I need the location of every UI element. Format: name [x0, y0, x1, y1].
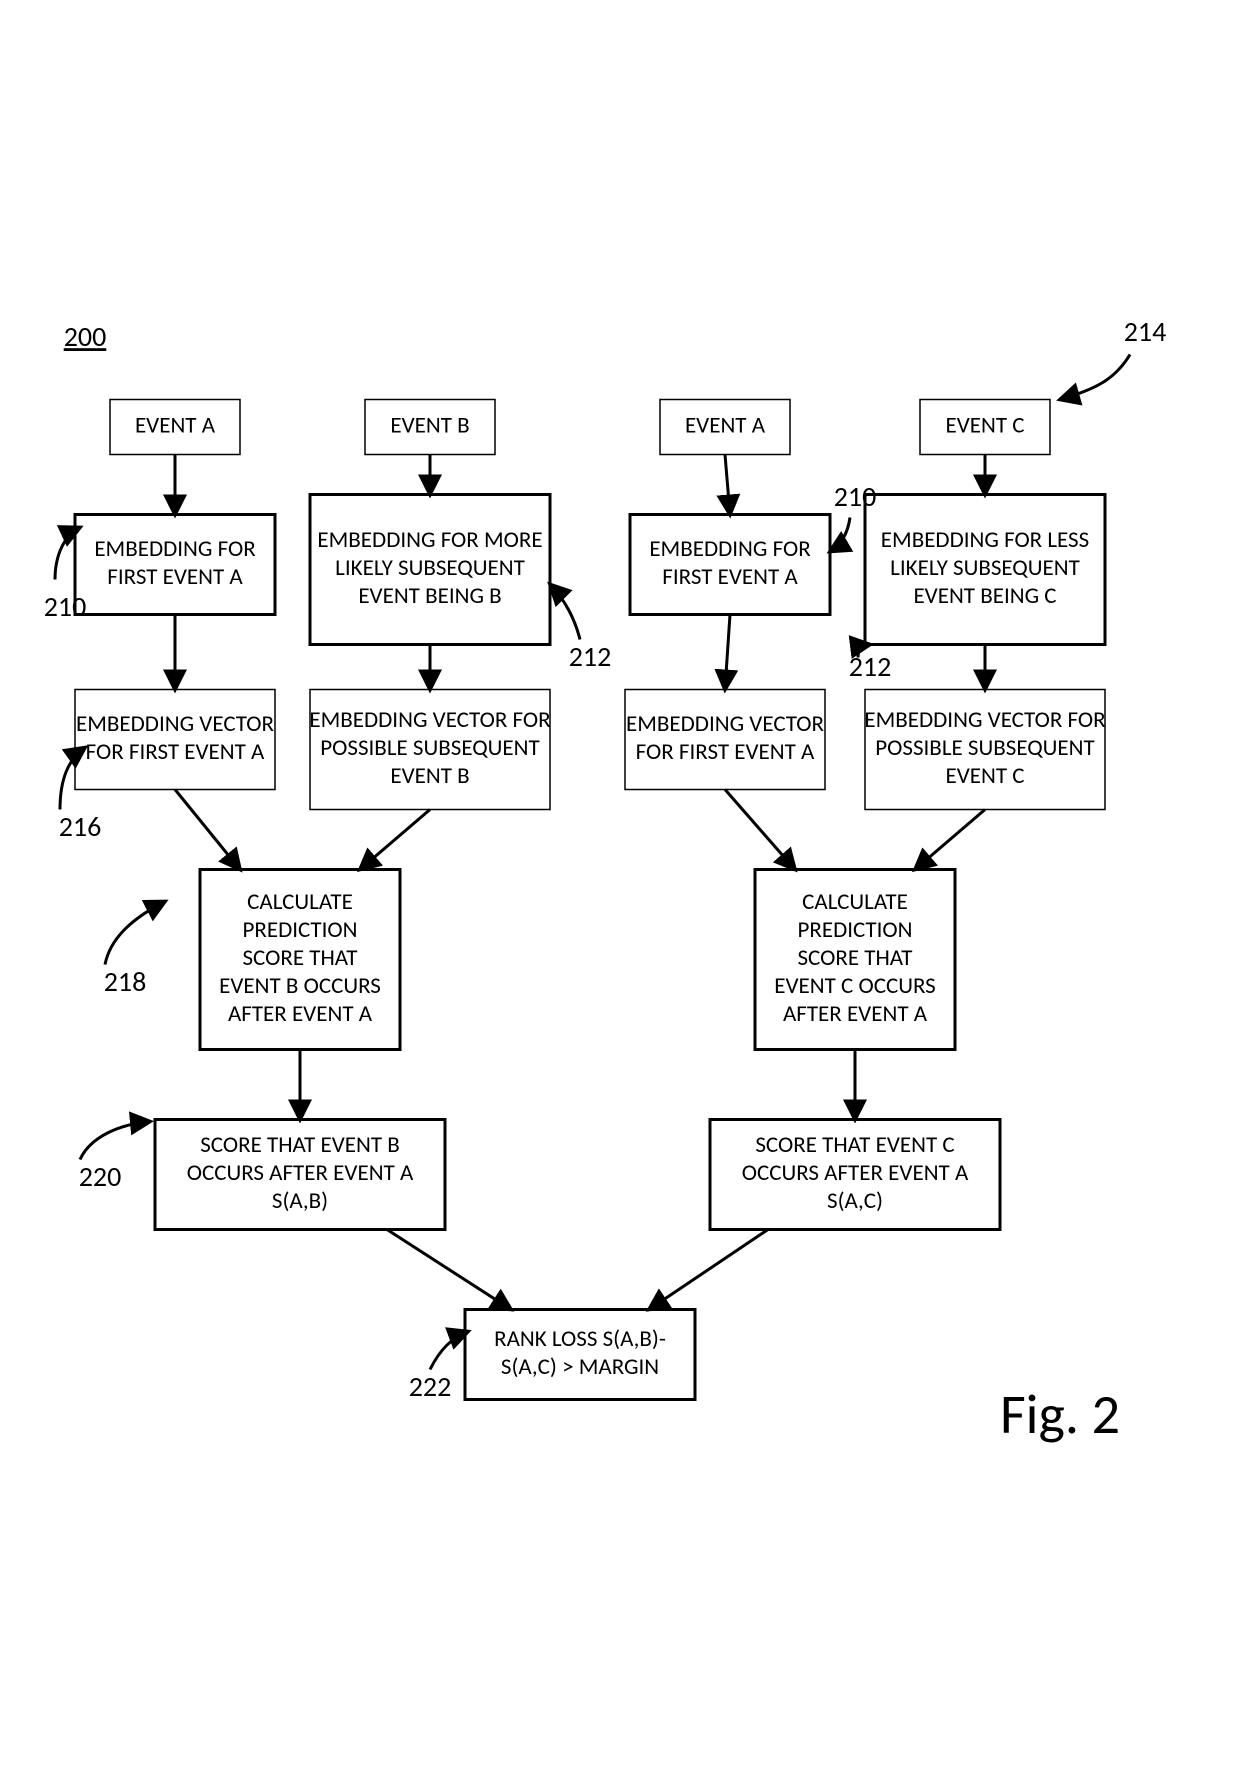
arrow-vecB-calcB: [360, 810, 430, 870]
node-vecA2-label: EMBEDDING VECTOR: [626, 710, 824, 738]
node-embA1-label: FIRST EVENT A: [107, 563, 243, 591]
node-embC-label: EVENT BEING C: [913, 582, 1056, 610]
node-vecB-label: POSSIBLE SUBSEQUENT: [320, 734, 539, 762]
node-calcC-label: PREDICTION: [798, 916, 913, 944]
callout-r220: [80, 1122, 150, 1160]
refnum-r222: 222: [409, 1369, 452, 1404]
node-calcB-label: PREDICTION: [243, 916, 358, 944]
node-scoreC-label: SCORE THAT EVENT C: [755, 1131, 954, 1159]
callout-r210b: [830, 518, 850, 552]
arrow-eventA2-embA2: [725, 455, 730, 515]
node-calcC-label: CALCULATE: [802, 888, 908, 916]
node-vecB-label: EVENT B: [390, 762, 469, 790]
node-embC-label: EMBEDDING FOR LESS: [881, 526, 1089, 554]
node-eventC-label: EVENT C: [945, 411, 1024, 439]
node-scoreC-label: OCCURS AFTER EVENT A: [742, 1159, 969, 1187]
node-embB-label: LIKELY SUBSEQUENT: [335, 554, 525, 582]
node-calcB-label: SCORE THAT: [242, 944, 357, 972]
node-calcB-label: AFTER EVENT A: [228, 1000, 373, 1028]
node-calcC-label: AFTER EVENT A: [783, 1000, 928, 1028]
node-vecB-label: EMBEDDING VECTOR FOR: [309, 706, 551, 734]
node-embB-label: EMBEDDING FOR MORE: [317, 526, 542, 554]
refnum-r214: 214: [1124, 314, 1167, 349]
node-calcC-label: SCORE THAT: [797, 944, 912, 972]
arrow-embA2-vecA2: [725, 615, 730, 690]
node-calcB-label: EVENT B OCCURS: [219, 972, 381, 1000]
node-vecA1-label: FOR FIRST EVENT A: [86, 738, 265, 766]
node-calcB-label: CALCULATE: [247, 888, 353, 916]
callout-r222: [430, 1332, 468, 1370]
node-embC-label: LIKELY SUBSEQUENT: [890, 554, 1080, 582]
figure-label: Fig. 2: [1000, 1381, 1120, 1449]
flowchart-diagram: EVENT A EVENT B EVENT A EVENT C EMBEDDING FO…: [0, 0, 1240, 1779]
refnum-r218: 218: [104, 964, 147, 999]
node-scoreC-label: S(A,C): [827, 1187, 883, 1215]
node-embB-label: EVENT BEING B: [358, 582, 501, 610]
node-eventA1-label: EVENT A: [135, 411, 216, 439]
node-rankloss-label: RANK LOSS S(A,B)-: [494, 1325, 666, 1353]
callout-r218: [105, 902, 165, 965]
node-scoreB-label: S(A,B): [272, 1187, 328, 1215]
refnum-r212a: 212: [569, 639, 612, 674]
refnum-r210a: 210: [44, 589, 87, 624]
arrow-scoreC-rankloss: [649, 1230, 768, 1310]
refnum-r220: 220: [79, 1159, 122, 1194]
refnum-r210b: 210: [834, 479, 877, 514]
callout-r212a: [550, 585, 580, 640]
node-embA2-label: FIRST EVENT A: [662, 563, 798, 591]
arrow-scoreB-rankloss: [387, 1230, 511, 1310]
node-scoreB-label: SCORE THAT EVENT B: [200, 1131, 400, 1159]
node-vecA1-label: EMBEDDING VECTOR: [76, 710, 274, 738]
node-eventB-label: EVENT B: [390, 411, 469, 439]
node-eventA2-label: EVENT A: [685, 411, 766, 439]
node-vecC-label: POSSIBLE SUBSEQUENT: [875, 734, 1094, 762]
arrow-vecA2-calcC: [725, 790, 795, 870]
node-embA2-label: EMBEDDING FOR: [649, 535, 811, 563]
refnum-r216: 216: [59, 809, 102, 844]
node-calcC-label: EVENT C OCCURS: [774, 972, 936, 1000]
arrow-vecA1-calcB: [175, 790, 240, 870]
refnum-r212b: 212: [849, 649, 892, 684]
node-vecA2-label: FOR FIRST EVENT A: [636, 738, 815, 766]
node-scoreB-label: OCCURS AFTER EVENT A: [187, 1159, 414, 1187]
arrow-vecC-calcC: [915, 810, 985, 870]
node-vecC-label: EMBEDDING VECTOR FOR: [864, 706, 1106, 734]
node-rankloss-label: S(A,C) > MARGIN: [501, 1353, 659, 1381]
callout-r214: [1060, 355, 1130, 400]
ref-200: 200: [64, 319, 107, 354]
node-vecC-label: EVENT C: [945, 762, 1024, 790]
node-embA1-label: EMBEDDING FOR: [94, 535, 256, 563]
